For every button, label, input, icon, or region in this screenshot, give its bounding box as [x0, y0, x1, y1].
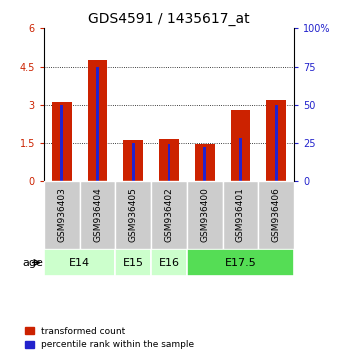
Text: E15: E15	[123, 258, 144, 268]
Bar	[231, 110, 250, 181]
Title: GDS4591 / 1435617_at: GDS4591 / 1435617_at	[88, 12, 250, 26]
Bar	[203, 148, 206, 181]
Text: GSM936401: GSM936401	[236, 188, 245, 242]
Bar	[132, 143, 135, 181]
Bar	[88, 60, 107, 181]
FancyBboxPatch shape	[44, 181, 80, 249]
Bar	[266, 99, 286, 181]
Bar	[123, 140, 143, 181]
Text: GSM936400: GSM936400	[200, 188, 209, 242]
Text: GSM936406: GSM936406	[272, 188, 281, 242]
Text: age: age	[22, 258, 43, 268]
Bar	[275, 105, 277, 181]
Text: E16: E16	[159, 258, 179, 268]
Text: E17.5: E17.5	[224, 258, 256, 268]
Bar	[96, 67, 99, 181]
Bar	[195, 144, 215, 181]
Text: GSM936404: GSM936404	[93, 188, 102, 242]
Text: GSM936402: GSM936402	[165, 188, 173, 242]
FancyBboxPatch shape	[44, 249, 115, 276]
FancyBboxPatch shape	[115, 181, 151, 249]
Legend: transformed count, percentile rank within the sample: transformed count, percentile rank withi…	[25, 327, 194, 349]
FancyBboxPatch shape	[223, 181, 258, 249]
Bar	[61, 105, 63, 181]
FancyBboxPatch shape	[258, 181, 294, 249]
Bar	[159, 139, 179, 181]
Text: GSM936403: GSM936403	[57, 188, 66, 242]
FancyBboxPatch shape	[80, 181, 115, 249]
Bar	[52, 102, 72, 181]
FancyBboxPatch shape	[187, 249, 294, 276]
Text: E14: E14	[69, 258, 90, 268]
FancyBboxPatch shape	[151, 181, 187, 249]
Bar	[239, 138, 242, 181]
Bar	[168, 144, 170, 181]
FancyBboxPatch shape	[115, 249, 151, 276]
FancyBboxPatch shape	[187, 181, 223, 249]
Text: GSM936405: GSM936405	[129, 188, 138, 242]
FancyBboxPatch shape	[151, 249, 187, 276]
